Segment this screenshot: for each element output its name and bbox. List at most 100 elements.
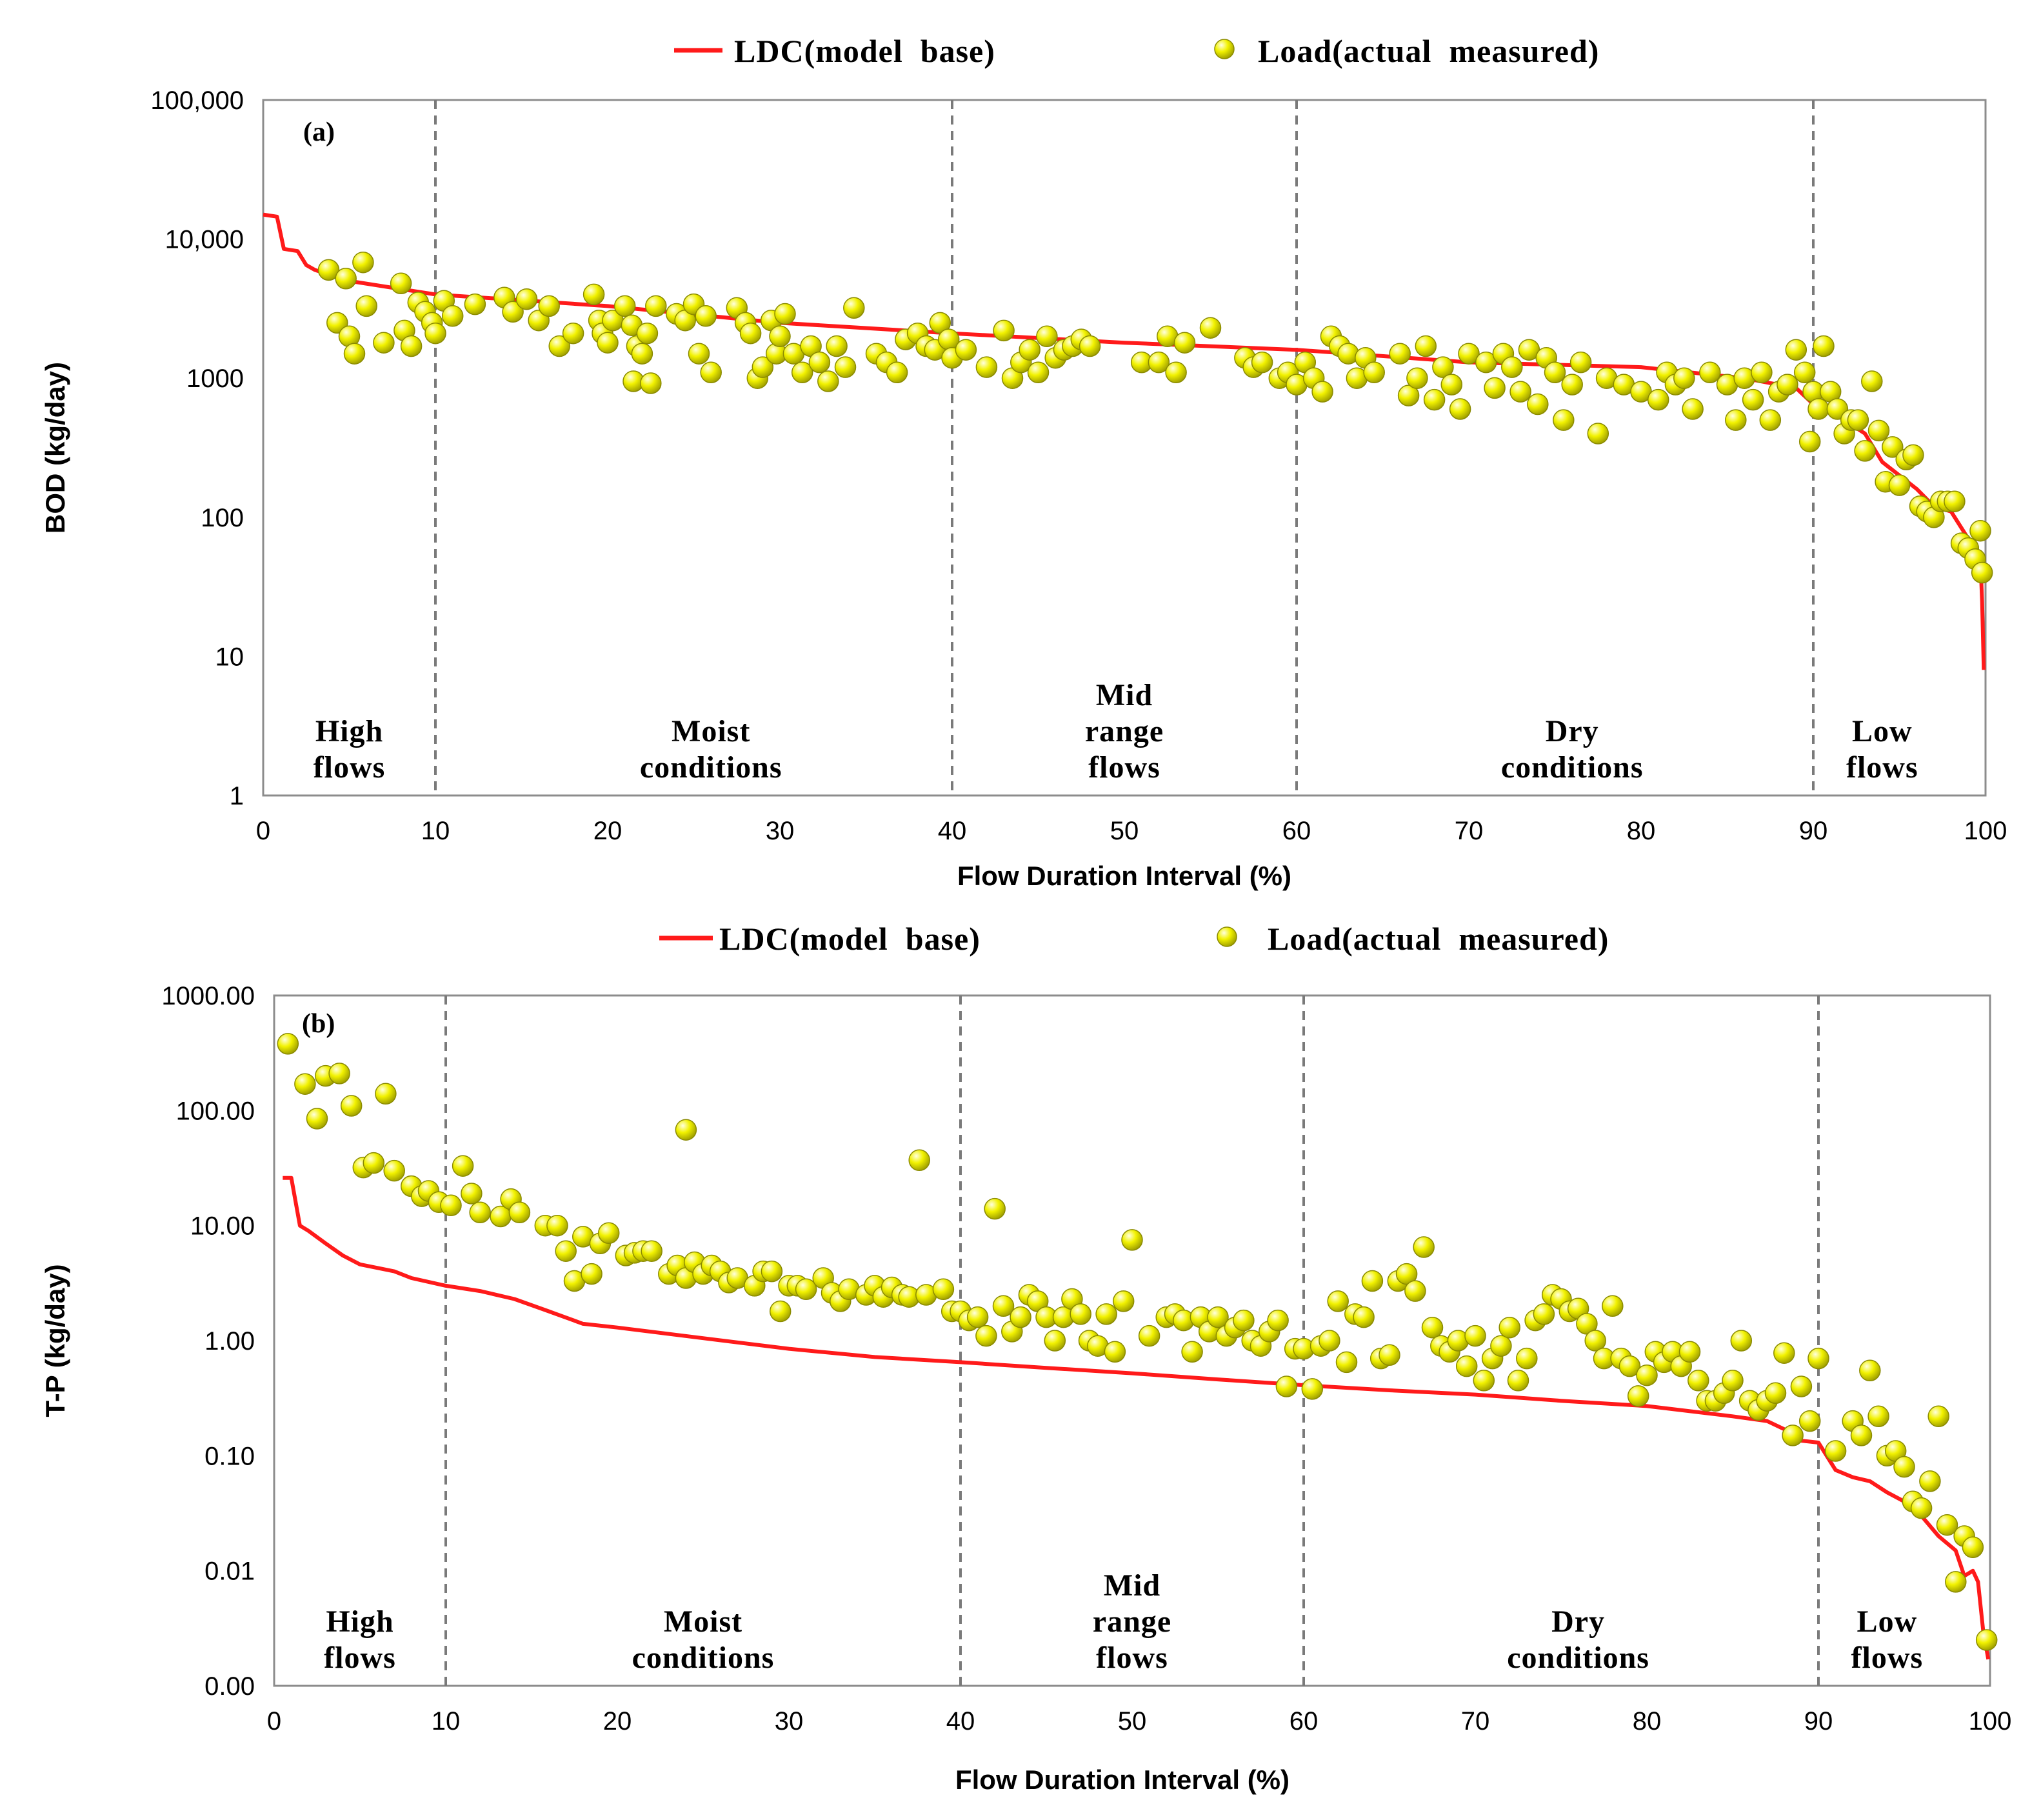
load-point — [1561, 374, 1583, 395]
load-point — [538, 295, 560, 317]
load-point — [1730, 1330, 1753, 1352]
load-point — [1919, 1470, 1941, 1492]
load-point — [1353, 1306, 1375, 1328]
load-point — [1533, 1303, 1555, 1325]
regime-label: High — [315, 714, 383, 748]
load-point — [1458, 343, 1480, 365]
load-point — [1569, 351, 1592, 374]
load-point — [1413, 1236, 1435, 1258]
load-point — [1859, 1359, 1881, 1382]
x-tick-label: 40 — [938, 817, 967, 845]
x-tick-label: 50 — [1118, 1707, 1147, 1735]
load-point — [294, 1073, 316, 1095]
load-point — [739, 322, 762, 345]
x-tick-label: 70 — [1461, 1707, 1490, 1735]
x-tick-label: 90 — [1799, 817, 1828, 845]
regime-label: flows — [324, 1641, 396, 1675]
load-point — [1070, 1303, 1091, 1325]
tp-regime-labels: HighflowsMoistconditionsMidrangeflowsDry… — [324, 1568, 1922, 1675]
regime-label: flows — [1088, 750, 1160, 785]
load-point — [1327, 1290, 1349, 1312]
load-point — [548, 335, 570, 357]
load-point — [761, 1260, 783, 1283]
y-tick-label: 0.10 — [204, 1442, 255, 1470]
load-point — [1509, 381, 1531, 403]
load-point — [992, 1295, 1015, 1317]
load-point — [631, 343, 653, 365]
load-point — [1777, 374, 1798, 395]
load-point — [1361, 1270, 1384, 1292]
load-point — [641, 1240, 662, 1262]
bod-regime-labels: HighflowsMoistconditionsMidrangeflowsDry… — [314, 678, 1918, 785]
x-tick-label: 100 — [1969, 1707, 2012, 1735]
load-point — [1516, 1347, 1538, 1370]
load-point — [452, 1155, 474, 1177]
load-point — [1584, 1330, 1606, 1352]
y-tick-label: 100 — [201, 504, 244, 532]
load-point — [1636, 1364, 1658, 1386]
load-point — [597, 332, 619, 354]
regime-label: Dry — [1546, 714, 1599, 748]
load-point — [1406, 367, 1428, 389]
load-point — [752, 356, 774, 378]
load-point — [1971, 561, 1993, 584]
load-point — [1854, 440, 1876, 462]
load-point — [1019, 339, 1040, 361]
load-point — [277, 1033, 299, 1055]
load-point — [1945, 1571, 1967, 1593]
load-point — [1742, 388, 1764, 411]
load-point — [1682, 398, 1704, 420]
load-point — [1421, 1316, 1444, 1339]
tp-chart-panel: LDC(model base) Load(actual measured) 0.… — [40, 921, 2011, 1795]
x-tick-label: 60 — [1289, 1707, 1319, 1735]
regime-label: Mid — [1104, 1568, 1160, 1603]
load-point — [1440, 374, 1463, 395]
x-tick-label: 80 — [1627, 817, 1656, 845]
load-point — [1449, 398, 1471, 420]
load-point — [1882, 436, 1904, 458]
x-tick-label: 20 — [603, 1707, 632, 1735]
load-point — [695, 305, 717, 327]
load-point — [1553, 409, 1575, 431]
load-point — [1181, 1341, 1203, 1363]
load-point — [1095, 1303, 1117, 1325]
load-point — [1251, 351, 1273, 374]
load-point — [582, 283, 605, 306]
load-point — [1455, 1355, 1478, 1377]
bod-y-axis-title: BOD (kg/day) — [40, 362, 70, 534]
load-point — [1121, 1229, 1143, 1251]
bod-load-points — [317, 251, 1993, 584]
x-tick-label: 10 — [432, 1707, 461, 1735]
tp-legend: LDC(model base) Load(actual measured) — [659, 921, 1608, 957]
load-point — [1725, 409, 1747, 431]
x-tick-label: 30 — [775, 1707, 804, 1735]
load-point — [1112, 1290, 1135, 1312]
load-point — [1199, 317, 1222, 339]
load-point — [1027, 361, 1050, 384]
load-point — [613, 295, 636, 317]
regime-label: range — [1085, 714, 1164, 748]
load-point — [343, 343, 366, 365]
load-point — [1395, 1263, 1418, 1285]
load-point — [1773, 1342, 1795, 1364]
load-point — [1335, 1351, 1358, 1374]
y-tick-label: 10 — [215, 643, 244, 671]
regime-label: conditions — [640, 750, 782, 785]
load-point — [1790, 1375, 1813, 1397]
load-point — [1301, 1378, 1324, 1400]
load-point — [645, 295, 667, 317]
regime-label: Low — [1852, 714, 1913, 748]
regime-label: range — [1093, 1605, 1171, 1639]
load-point — [769, 325, 791, 348]
regime-label: Mid — [1096, 678, 1153, 712]
load-point — [1148, 351, 1170, 374]
load-point — [1893, 1455, 1915, 1478]
load-point — [826, 335, 848, 357]
x-tick-label: 40 — [946, 1707, 975, 1735]
y-tick-label: 10,000 — [165, 226, 244, 254]
load-point — [1678, 1341, 1701, 1363]
load-point — [1173, 332, 1196, 354]
load-point — [1207, 1306, 1229, 1328]
load-point — [791, 361, 813, 384]
